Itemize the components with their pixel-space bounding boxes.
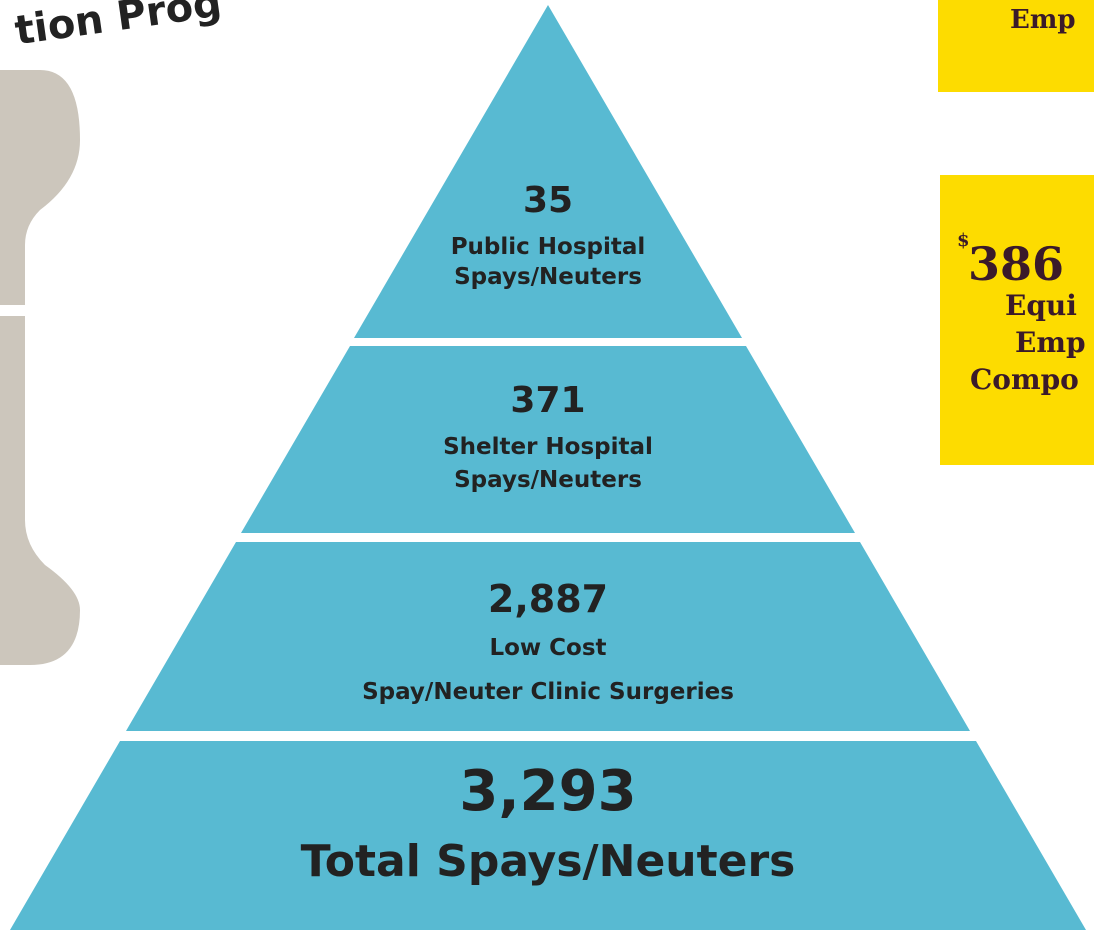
tier-label: Spay/Neuter Clinic Surgeries [362, 679, 734, 705]
tier-label: Spays/Neuters [454, 264, 642, 290]
tier-label: Spays/Neuters [454, 467, 642, 493]
title: tion Prog [12, 0, 224, 54]
tier-label: Shelter Hospital [443, 434, 653, 460]
box-amount: 386 [968, 237, 1064, 291]
box-text: Emp [1010, 5, 1076, 35]
infographic: tion Prog 35 Public Hospital Spays/Neute… [0, 0, 1094, 930]
box-text: Compo [970, 363, 1079, 396]
tier-label: Total Spays/Neuters [301, 836, 796, 887]
decor [0, 70, 80, 305]
decor [0, 316, 80, 665]
tier-label: Public Hospital [451, 234, 646, 260]
tier-number: 3,293 [459, 759, 636, 824]
tier-number: 371 [510, 380, 585, 421]
box-text: Emp [1015, 326, 1086, 359]
tier-number: 35 [523, 180, 573, 221]
tier-label: Low Cost [489, 635, 606, 661]
box-text: Equi [1005, 289, 1077, 322]
tier-number: 2,887 [488, 577, 608, 621]
